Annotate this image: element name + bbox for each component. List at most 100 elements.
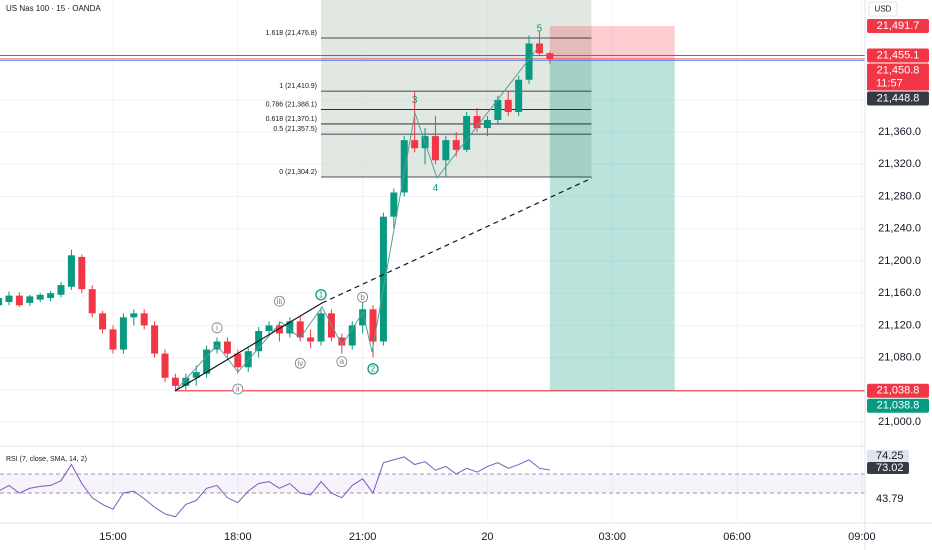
rsi-line: [0, 456, 550, 518]
price-label-box: [867, 19, 929, 34]
candle-body: [99, 313, 107, 330]
price-label-box: [867, 91, 929, 106]
candle-body: [244, 351, 252, 368]
candle-body: [15, 295, 23, 306]
marks: [0, 31, 554, 518]
candle-body: [88, 289, 96, 314]
rsi-label: 74.25: [876, 450, 904, 462]
x-tick-label: 03:00: [598, 531, 626, 543]
wave-label: 1: [319, 290, 324, 299]
candle-body: [130, 313, 138, 318]
candle-body: [452, 140, 460, 150]
candle-body: [223, 341, 231, 354]
countdown-box: [867, 76, 929, 91]
y-tick-label: 21,240.0: [878, 223, 921, 235]
y-tick-label: 21,080.0: [878, 352, 921, 364]
price-label-box: [867, 48, 929, 63]
rsi-label: 43.79: [876, 493, 904, 505]
candle-body: [182, 377, 190, 386]
countdown: 11:57: [876, 77, 903, 89]
candle-body: [359, 309, 367, 326]
wave-label: 2: [371, 364, 376, 373]
y-tick-label: 21,120.0: [878, 319, 921, 331]
y-tick-label: 21,160.0: [878, 287, 921, 299]
wave-circle: [211, 322, 223, 334]
x-tick-label: 21:00: [349, 531, 377, 543]
candle-body: [26, 296, 34, 303]
price-label-box: [867, 398, 929, 413]
fib-label: 1 (21,410.9): [279, 83, 317, 90]
wave-circle: [294, 357, 306, 369]
candle-body: [307, 337, 315, 342]
candle-body: [348, 325, 356, 346]
y-tick-label: 21,320.0: [878, 158, 921, 170]
candle-body: [535, 43, 543, 54]
x-tick-label: 06:00: [723, 531, 751, 543]
candle-body: [119, 317, 127, 350]
fib-label: 0.618 (21,370.1): [266, 116, 317, 123]
wave-label: 5: [537, 23, 543, 34]
wave-circle: [232, 383, 244, 395]
candle-body: [525, 43, 533, 80]
fib-label: 1.618 (21,476.8): [266, 30, 317, 37]
fib-label: 0.5 (21,357.5): [273, 126, 317, 133]
trend-line: [174, 302, 323, 392]
rsi-label-box: [867, 450, 909, 462]
rsi-band: [0, 474, 865, 494]
y-tick-label: 21,360.0: [878, 126, 921, 138]
candle-body: [411, 140, 419, 149]
wave-label: iv: [297, 359, 303, 368]
currency-box: [868, 1, 898, 17]
x-tick-label: 09:00: [848, 531, 876, 543]
candle-body: [109, 329, 117, 350]
candle-body: [78, 256, 86, 290]
candle-body: [234, 353, 242, 368]
currency: USD: [875, 5, 892, 14]
chart-title: US Nas 100 · 15 · OANDA: [6, 4, 101, 13]
wave-label: 3: [412, 95, 418, 106]
price-label-box: [867, 63, 929, 78]
candle-body: [0, 298, 3, 306]
candle-body: [369, 309, 377, 342]
candle-body: [338, 337, 346, 346]
wave-label: 4: [433, 183, 439, 194]
wave-circle: [336, 356, 348, 368]
rsi-title: RSI (7, close, SMA, 14, 2): [6, 456, 87, 463]
wave-label: a: [340, 357, 345, 366]
candle-body: [67, 255, 75, 287]
x-tick-label: 15:00: [99, 531, 127, 543]
candle-body: [431, 136, 439, 161]
candle-body: [483, 120, 491, 129]
rsi-label: 73.02: [876, 462, 904, 474]
x-tick-label: 18:00: [224, 531, 252, 543]
wave-circle: [274, 295, 285, 307]
y-tick-label: 21,200.0: [878, 255, 921, 267]
target-zone: [549, 60, 675, 391]
wave-circle: [315, 289, 327, 301]
candle-body: [504, 99, 512, 112]
candle-body: [192, 372, 200, 378]
rsi-label-box: [867, 492, 909, 505]
candle-body: [400, 140, 408, 193]
price-label: 21,038.8: [877, 400, 920, 412]
candle-body: [47, 293, 55, 299]
price-label: 21,038.8: [877, 385, 920, 397]
candle-body: [286, 321, 294, 334]
y-tick-label: 21,280.0: [878, 190, 921, 202]
wave-label: b: [360, 293, 365, 302]
wave-label: i: [216, 323, 218, 332]
fib-label: 0 (21,304.2): [279, 169, 317, 176]
wave-path: [174, 44, 541, 392]
rsi-label-box: [867, 462, 909, 474]
x-tick-label: 20: [481, 531, 493, 543]
wave-circle: [357, 291, 369, 303]
candle-body: [151, 325, 159, 354]
candle-body: [36, 294, 44, 300]
candle-body: [265, 325, 273, 332]
candle-body: [140, 313, 148, 326]
candle-body: [57, 285, 65, 295]
candle-body: [296, 321, 304, 338]
